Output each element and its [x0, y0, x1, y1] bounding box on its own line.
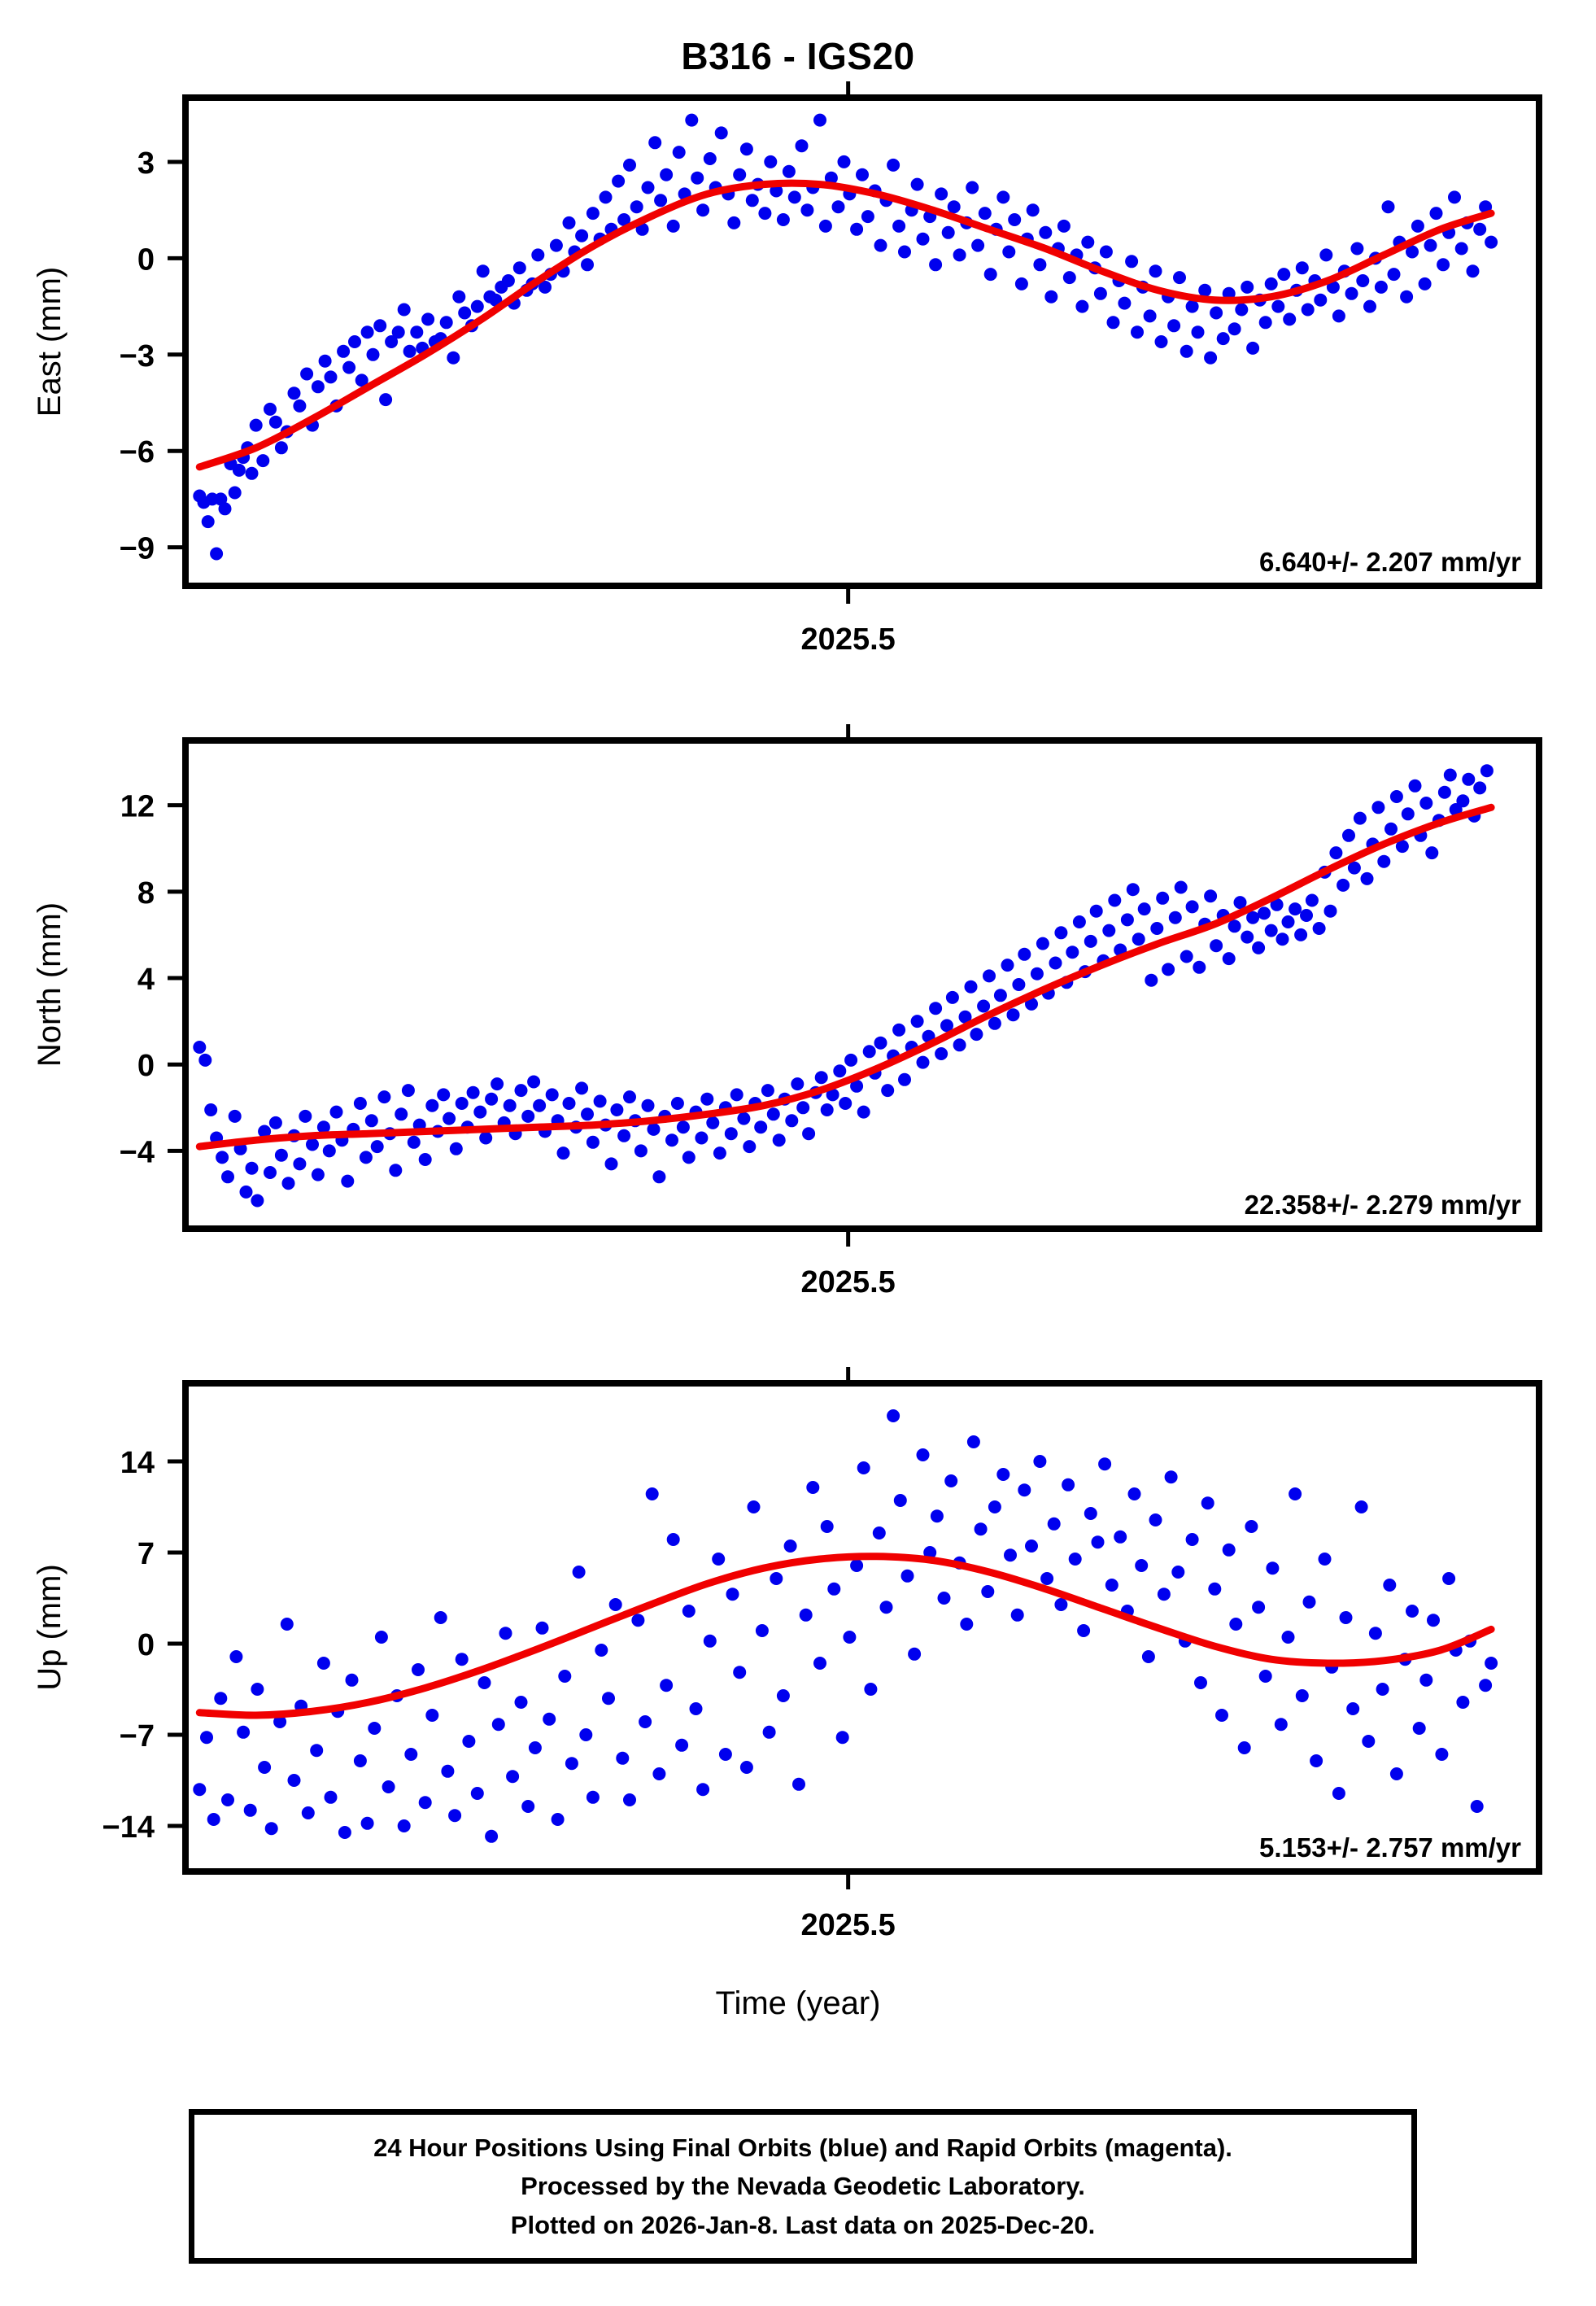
plot-frame: [182, 94, 1542, 589]
footer-note-box: 24 Hour Positions Using Final Orbits (bl…: [189, 2109, 1417, 2264]
footer-line-3: Plotted on 2026-Jan-8. Last data on 2025…: [510, 2210, 1096, 2239]
y-tick-label: 4: [137, 963, 155, 997]
y-axis-title: North (mm): [32, 902, 68, 1067]
y-tick-label: 12: [120, 790, 155, 824]
y-axis-title: Up (mm): [32, 1564, 68, 1691]
y-tick-label: −6: [120, 435, 155, 469]
rate-annotation: 5.153+/- 2.757 mm/yr: [1259, 1832, 1521, 1863]
y-tick-label: 0: [137, 1628, 155, 1662]
plot-frame: [182, 737, 1542, 1232]
x-axis-title: Time (year): [715, 1985, 881, 2021]
y-tick-label: −3: [120, 339, 155, 373]
plot-east: 3 0 −3 −6 −9 2025.5 East (mm) 6.640+/- 2.207 mm…: [32, 81, 1542, 651]
y-tick-label: 0: [137, 242, 155, 277]
x-tick-label: 2025.5: [801, 1265, 896, 1294]
y-tick-label: 8: [137, 876, 155, 911]
data-points: [193, 113, 1498, 561]
x-tick-label: 2025.5: [801, 1908, 896, 1937]
x-tick-label: 2025.5: [801, 622, 896, 651]
rate-annotation: 6.640+/- 2.207 mm/yr: [1259, 547, 1521, 577]
y-axis-title: East (mm): [32, 267, 68, 417]
trend-fit-line: [195, 1553, 1495, 1719]
y-tick-label: −9: [120, 532, 155, 566]
plot-frame: [182, 1380, 1542, 1875]
trend-fit-line: [195, 803, 1495, 1151]
footer-line-1: 24 Hour Positions Using Final Orbits (bl…: [373, 2133, 1232, 2163]
y-tick-label: 14: [120, 1446, 155, 1480]
rate-annotation: 22.358+/- 2.279 mm/yr: [1245, 1190, 1521, 1220]
y-tick-label: 3: [137, 146, 155, 181]
trend-fit-line: [195, 179, 1495, 471]
y-tick-label: −7: [120, 1719, 155, 1754]
plot-up: 14 7 0 −7 −14 2025.5 Up (mm) 5.153+/- 2.757 mm/…: [32, 1367, 1542, 1937]
data-points: [193, 1409, 1498, 1843]
data-points: [193, 764, 1494, 1208]
y-tick-label: −4: [120, 1135, 155, 1169]
plot-north: 12 8 4 0 −4 2025.5 North (mm) 22.358+/- 2.279 m…: [32, 724, 1542, 1294]
footer-line-2: Processed by the Nevada Geodetic Laborat…: [521, 2172, 1085, 2201]
page-title: B316 - IGS20: [681, 35, 915, 77]
panel-east: 3 0 −3 −6 −9 2025.5 East (mm) 6.640+/- 2.207 mm…: [0, 81, 1596, 651]
panel-north: 12 8 4 0 −4 2025.5 North (mm) 22.358+/- 2.279 m…: [0, 724, 1596, 1294]
y-tick-label: 7: [137, 1537, 155, 1571]
y-tick-label: 0: [137, 1049, 155, 1083]
y-tick-label: −14: [102, 1810, 155, 1845]
panel-up: 14 7 0 −7 −14 2025.5 Up (mm) 5.153+/- 2.757 mm/…: [0, 1367, 1596, 1937]
